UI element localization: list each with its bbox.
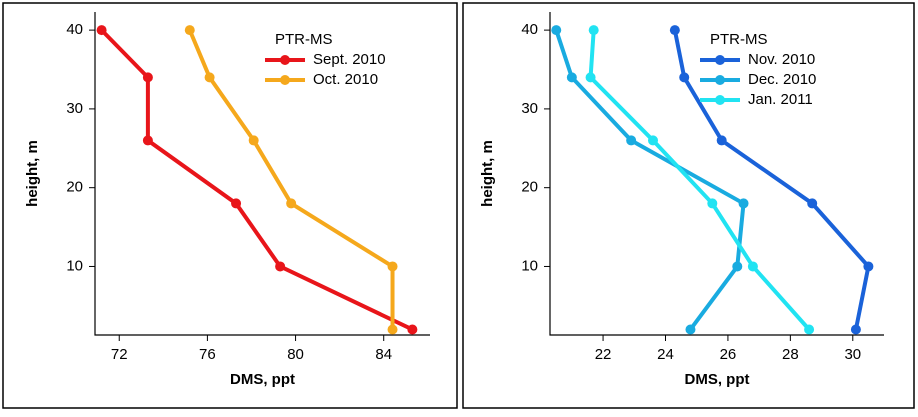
panel-frame <box>462 2 915 409</box>
y-axis-label: height, m <box>479 140 496 207</box>
legend-marker <box>280 75 290 85</box>
legend-title: PTR-MS <box>710 31 768 48</box>
y-tick-label: 10 <box>66 257 83 274</box>
series-line <box>588 29 811 331</box>
data-point <box>407 324 418 335</box>
data-point <box>588 25 599 36</box>
legend-marker <box>280 55 290 65</box>
x-tick-label: 84 <box>375 346 392 363</box>
x-tick-label: 80 <box>287 346 304 363</box>
x-tick-label: 28 <box>782 346 799 363</box>
series-line <box>100 28 414 332</box>
x-tick-label: 72 <box>111 346 128 363</box>
data-point <box>707 198 718 209</box>
data-point <box>685 324 696 335</box>
data-point <box>275 261 286 272</box>
series-line <box>672 29 871 330</box>
legend-label: Jan. 2011 <box>748 91 813 108</box>
data-point <box>387 261 398 272</box>
data-point <box>96 25 107 36</box>
legend-label: Oct. 2010 <box>313 71 378 88</box>
x-tick-label: 26 <box>720 346 737 363</box>
data-point <box>679 72 690 83</box>
data-point <box>286 198 297 209</box>
y-tick-label: 20 <box>66 179 83 196</box>
data-point <box>551 25 562 36</box>
series-line <box>187 29 395 330</box>
data-point <box>626 135 637 146</box>
x-tick-label: 30 <box>844 346 861 363</box>
data-point <box>184 25 195 36</box>
data-point <box>807 198 818 209</box>
y-tick-label: 40 <box>66 21 83 38</box>
data-point <box>566 72 577 83</box>
y-tick-label: 20 <box>521 179 538 196</box>
axis <box>94 12 430 336</box>
data-point <box>142 72 153 83</box>
data-point <box>669 25 680 36</box>
data-point <box>585 72 596 83</box>
data-point <box>850 324 861 335</box>
x-tick-label: 76 <box>199 346 216 363</box>
x-axis-label: DMS, ppt <box>230 371 295 388</box>
data-point <box>804 324 815 335</box>
legend-label: Nov. 2010 <box>748 51 815 68</box>
data-point <box>863 261 874 272</box>
x-tick-label: 24 <box>657 346 674 363</box>
x-axis-label: DMS, ppt <box>685 371 750 388</box>
data-point <box>732 261 743 272</box>
data-point <box>142 135 153 146</box>
legend-label: Sept. 2010 <box>313 51 386 68</box>
y-tick-label: 40 <box>521 21 538 38</box>
data-point <box>716 135 727 146</box>
y-tick-label: 10 <box>521 257 538 274</box>
data-point <box>204 72 215 83</box>
x-tick-label: 22 <box>595 346 612 363</box>
data-point <box>648 135 659 146</box>
legend-marker <box>715 55 725 65</box>
data-point <box>231 198 242 209</box>
series-line <box>554 29 746 331</box>
legend-title: PTR-MS <box>275 31 333 48</box>
data-point <box>248 135 259 146</box>
axis <box>549 12 884 336</box>
y-tick-label: 30 <box>66 100 83 117</box>
data-point <box>738 198 749 209</box>
data-point <box>387 324 398 335</box>
legend-marker <box>715 75 725 85</box>
legend-label: Dec. 2010 <box>748 71 816 88</box>
data-point <box>747 261 758 272</box>
legend-marker <box>715 95 725 105</box>
y-axis-label: height, m <box>24 140 41 207</box>
panel-frame <box>2 2 458 409</box>
y-tick-label: 30 <box>521 100 538 117</box>
